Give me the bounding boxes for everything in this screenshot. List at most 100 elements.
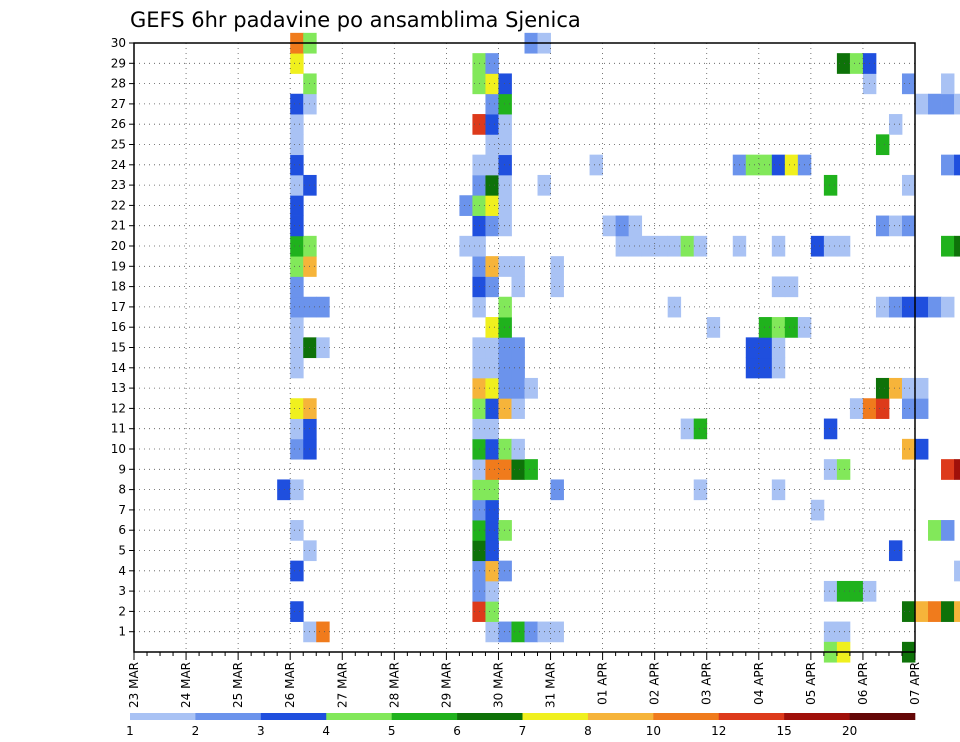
heatmap-cell [485,134,499,156]
heatmap-cell [901,215,916,237]
colorbar-swatch [457,713,523,720]
heatmap-cell [290,337,304,359]
x-tick-label: 02 APR [648,662,662,705]
colorbar-swatch [260,713,327,720]
heatmap-cell [901,73,916,95]
x-tick-label: 05 APR [804,662,818,705]
heatmap-cell [771,479,786,501]
heatmap-cell [511,276,525,298]
heatmap-cell [875,134,890,156]
heatmap-cell [706,317,721,338]
heatmap-cell [459,235,473,257]
heatmap-cell [823,621,838,643]
x-tick-label: 06 APR [856,662,870,705]
heatmap-cell [628,235,643,257]
colorbar: 1 2 3 4 5 6 7 8 10 12 15 20 [126,713,916,738]
heatmap-cell [498,520,512,541]
y-axis: 1234567891011121314151617181920212223242… [111,36,134,639]
y-tick-label: 26 [111,117,126,131]
heatmap-cell [784,276,799,298]
y-tick-label: 6 [118,523,126,537]
colorbar-swatch [784,713,850,720]
colorbar-swatch [587,713,654,720]
heatmap-cell [290,53,304,74]
heatmap-cell [485,154,499,176]
heatmap-cell [823,459,838,480]
heatmap-cell [485,479,499,501]
heatmap-cell [849,398,864,419]
heatmap-cell [550,479,564,501]
colorbar-label: 8 [584,724,592,738]
x-tick-label: 27 MAR [335,662,349,708]
heatmap-cell [485,601,499,622]
heatmap-cell [511,621,525,643]
heatmap-cell [745,357,760,379]
heatmap-cell [915,296,929,318]
colorbar-swatch [653,713,720,720]
heatmap-cell [524,377,538,399]
heatmap-cell [901,174,916,196]
heatmap-cell [888,114,903,135]
y-tick-label: 4 [118,564,126,578]
heatmap-cell [485,53,499,74]
y-tick-label: 3 [118,584,126,598]
heatmap-cell [550,276,564,298]
heatmap-cell [784,317,799,338]
heatmap-cell [758,357,773,379]
heatmap-cell [901,377,916,399]
heatmap-cell [290,560,304,582]
heatmap-cell [290,93,304,115]
heatmap-cell [954,459,960,480]
heatmap-cell [836,53,851,74]
heatmap-cell [524,621,538,643]
heatmap-cell [290,357,304,379]
heatmap-cell [941,154,955,176]
heatmap-cell [524,459,538,480]
heatmap-cell [485,215,499,237]
heatmap-cell [290,215,304,237]
colorbar-label: 12 [711,724,726,738]
x-tick-label: 29 MAR [439,662,453,708]
y-tick-label: 2 [118,604,126,618]
heatmap-cell [485,195,499,216]
x-axis: 23 MAR 24 MAR 25 MAR 26 MAR 27 MAR 28 MAR 29 M… [127,652,922,708]
y-tick-label: 28 [111,77,126,91]
heatmap-cell [836,459,851,480]
heatmap-cell [941,296,955,318]
x-tick-label: 24 MAR [179,662,193,708]
heatmap-cell [941,93,955,115]
heatmap-cell [498,215,512,237]
heatmap-cell [290,296,304,318]
heatmap-cell [875,398,890,419]
heatmap-cell [485,337,499,359]
heatmap-cell [498,154,512,176]
heatmap-cell [498,398,512,419]
heatmap-cell [823,174,838,196]
heatmap-cell [498,357,512,379]
heatmap-cell [498,174,512,196]
heatmap-cell [498,377,512,399]
heatmap-cell [771,276,786,298]
heatmap-cell [485,621,499,643]
colorbar-label: 6 [453,724,461,738]
heatmap-cell [745,154,760,176]
heatmap-cell [498,296,512,318]
heatmap-cell [680,418,695,440]
colorbar-swatch [391,713,458,720]
colorbar-swatch [849,713,916,720]
y-tick-label: 14 [111,361,126,375]
y-tick-label: 9 [118,462,126,476]
heatmap-cell [901,296,916,318]
colorbar-swatch [718,713,785,720]
y-tick-label: 20 [111,239,126,253]
heatmap-cell [290,398,304,419]
heatmap-cell [836,621,851,643]
heatmap-cell [941,520,955,541]
x-tick-label: 23 MAR [127,662,141,708]
heatmap-cell [485,499,499,521]
heatmap-cell [498,438,512,460]
heatmap-cell [915,398,929,419]
heatmap-cell [498,134,512,156]
x-tick-label: 30 MAR [491,662,505,708]
